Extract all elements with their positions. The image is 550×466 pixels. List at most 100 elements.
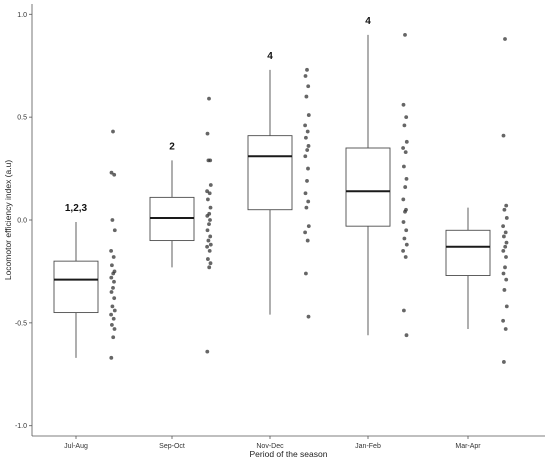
data-point (206, 238, 211, 243)
x-tick-label: Jul-Aug (64, 443, 88, 450)
data-point (404, 228, 409, 233)
data-point (306, 113, 311, 117)
data-point (304, 94, 309, 99)
data-point (112, 327, 117, 331)
x-tick-label: Sep-Oct (159, 443, 185, 450)
data-point (502, 207, 507, 212)
x-tick-label: Nov-Dec (256, 443, 284, 450)
data-point (111, 129, 115, 134)
data-point (501, 318, 505, 323)
data-point (305, 129, 310, 134)
data-point (306, 224, 311, 229)
data-point (208, 261, 213, 266)
data-point (504, 240, 509, 245)
data-point (112, 172, 117, 177)
data-point (305, 148, 310, 152)
data-point (304, 271, 308, 276)
data-point (205, 228, 210, 233)
data-point (401, 220, 406, 224)
data-point (401, 197, 406, 202)
data-point (501, 133, 506, 138)
data-point (109, 248, 113, 253)
data-point (402, 308, 406, 313)
data-point (306, 166, 310, 171)
data-point (206, 197, 210, 202)
data-point (305, 179, 309, 183)
boxes-layer (53, 34, 491, 358)
box-group-sep-oct (149, 160, 195, 268)
x-tick-label: Mar-Apr (455, 443, 481, 450)
significance-label: 4 (365, 16, 371, 27)
data-point (401, 146, 405, 150)
data-point (110, 263, 114, 268)
data-point (403, 32, 407, 37)
data-point (401, 102, 406, 107)
data-point (111, 255, 116, 259)
data-point (205, 213, 210, 218)
data-point (404, 242, 409, 247)
data-point (111, 271, 116, 276)
data-point (402, 123, 407, 128)
data-point (502, 288, 507, 292)
data-point (404, 139, 409, 144)
data-point (111, 316, 116, 321)
data-point (404, 333, 409, 338)
x-axis-title: Period of the season (250, 449, 328, 459)
data-point (112, 279, 116, 284)
data-point (504, 277, 509, 282)
y-tick-label: -1.0 (15, 423, 27, 430)
data-point (402, 236, 407, 241)
data-point (303, 191, 308, 196)
data-point (305, 67, 309, 72)
data-point (111, 335, 116, 340)
data-point (303, 123, 307, 128)
data-point (501, 248, 506, 253)
data-point (110, 323, 114, 327)
data-point (109, 170, 114, 175)
data-point (304, 205, 309, 210)
data-point (109, 275, 114, 280)
box-iqr (53, 260, 99, 314)
data-point (402, 164, 406, 169)
significance-label: 4 (267, 51, 273, 62)
box-group-jul-aug (53, 222, 99, 358)
y-tick-label: 1.0 (17, 12, 27, 19)
box-iqr (149, 196, 195, 242)
data-point (112, 308, 117, 313)
data-point (208, 183, 213, 187)
data-point (503, 244, 508, 249)
data-point (303, 74, 308, 78)
data-point (404, 115, 409, 120)
data-point (403, 209, 407, 214)
data-point (109, 312, 113, 317)
data-point (306, 314, 311, 319)
data-point (503, 265, 507, 270)
data-point (205, 349, 210, 354)
box-iqr (247, 135, 293, 211)
data-point (306, 199, 311, 204)
x-tick-label: Jan-Feb (355, 443, 381, 450)
box-group-mar-apr (445, 207, 491, 330)
data-point (208, 218, 212, 222)
significance-label: 2 (169, 141, 175, 152)
data-point (205, 131, 210, 136)
data-point (306, 84, 311, 89)
data-point (110, 304, 115, 309)
data-point (110, 218, 115, 222)
y-tick-label: 0.5 (17, 115, 27, 122)
data-point (205, 244, 210, 249)
data-point (111, 285, 115, 290)
data-point (504, 255, 508, 259)
data-point (206, 158, 211, 163)
data-point (404, 176, 409, 181)
data-point (501, 224, 505, 229)
data-point (403, 150, 408, 155)
box-group-nov-dec (247, 69, 293, 315)
data-point (207, 265, 212, 270)
data-point (503, 327, 508, 331)
data-point (112, 228, 117, 233)
data-point (303, 154, 308, 159)
data-point (504, 216, 509, 220)
data-point (403, 185, 408, 189)
